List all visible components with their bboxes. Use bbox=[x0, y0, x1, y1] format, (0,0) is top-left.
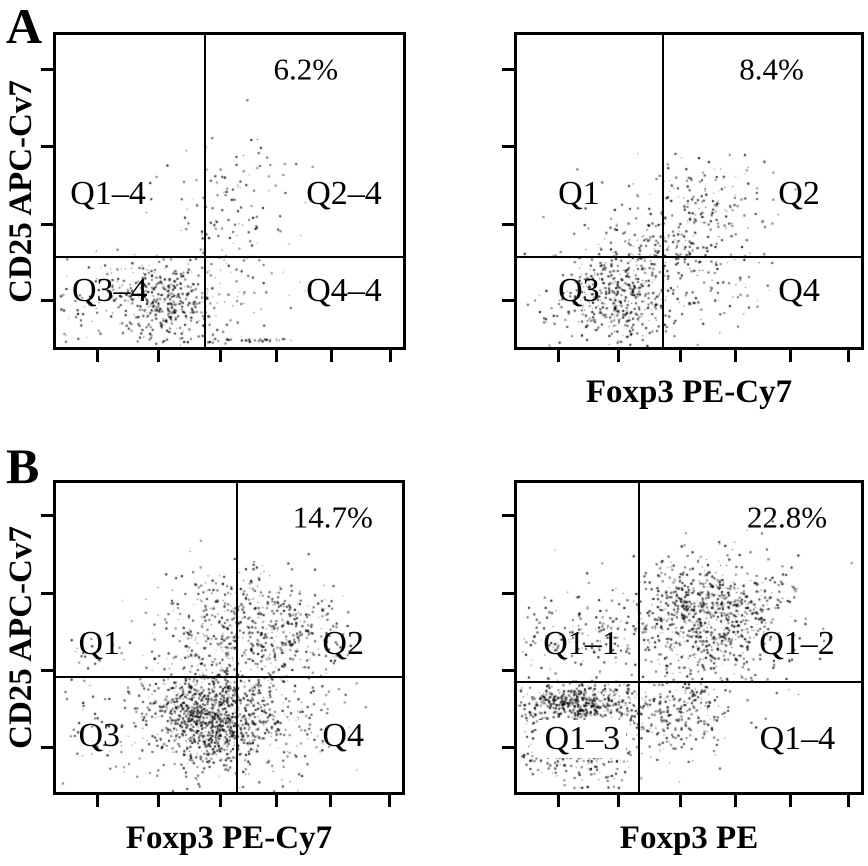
x-axis-tick bbox=[556, 350, 560, 362]
x-axis-tick bbox=[847, 350, 851, 362]
quadrant-divider-horizontal bbox=[517, 255, 861, 258]
x-axis-tick bbox=[218, 795, 222, 807]
y-axis-tick bbox=[502, 591, 514, 595]
quadrant-divider-horizontal bbox=[56, 676, 402, 679]
x-axis-tick bbox=[275, 350, 279, 362]
y-axis-tick bbox=[41, 514, 53, 518]
y-axis-tick bbox=[41, 144, 53, 148]
y-axis-tick bbox=[502, 68, 514, 72]
x-axis-tick bbox=[96, 350, 100, 362]
x-axis-tick bbox=[219, 350, 223, 362]
quadrant-label-top-right: Q1–2 bbox=[759, 624, 835, 662]
x-axis-tick bbox=[330, 350, 334, 362]
quadrant-divider-vertical bbox=[661, 35, 664, 347]
quadrant-divider-vertical bbox=[637, 483, 640, 792]
quadrant-label-bottom-right: Q1–4 bbox=[759, 720, 836, 758]
x-axis-label: Foxp3 PE-Cy7 bbox=[585, 374, 793, 410]
percent-label: 8.4% bbox=[739, 51, 804, 87]
x-axis-tick bbox=[788, 350, 792, 362]
x-axis-tick bbox=[847, 795, 851, 807]
quadrant-label-top-left: Q1–4 bbox=[70, 175, 146, 213]
percent-label: 6.2% bbox=[273, 51, 339, 87]
quadrant-label-top-right: Q2–4 bbox=[306, 175, 382, 213]
quadrant-label-bottom-left: Q3 bbox=[558, 271, 600, 309]
x-axis-tick bbox=[617, 350, 621, 362]
y-axis-tick bbox=[502, 144, 514, 148]
section-letter-b: B bbox=[6, 438, 40, 494]
scatter-panel-b-right: Q1–1 Q1–2 Q1–3 Q1–4 22.8% bbox=[502, 480, 864, 807]
y-axis-tick bbox=[502, 222, 514, 226]
x-axis-label: Foxp3 PE-Cy7 bbox=[125, 820, 333, 856]
x-axis-tick bbox=[678, 795, 682, 807]
y-axis-tick bbox=[41, 299, 53, 303]
percent-label: 22.8% bbox=[746, 499, 828, 535]
quadrant-label-top-left: Q1 bbox=[78, 624, 121, 662]
scatter-points-canvas bbox=[517, 35, 861, 347]
y-axis-tick bbox=[502, 299, 514, 303]
x-axis-tick bbox=[96, 795, 100, 807]
quadrant-label-bottom-right: Q4 bbox=[322, 717, 364, 755]
quadrant-divider-horizontal bbox=[56, 255, 403, 258]
scatter-panel-a-right: Q1 Q2 Q3 Q4 8.4% bbox=[502, 32, 864, 362]
scatter-points-canvas bbox=[56, 483, 402, 792]
scatter-panel-b-left: Q1 Q2 Q3 Q4 14.7% bbox=[41, 480, 405, 807]
y-axis-label: CD25 APC-Cv7 bbox=[2, 526, 39, 749]
y-axis-tick bbox=[502, 668, 514, 672]
quadrant-label-bottom-left: Q3 bbox=[78, 717, 121, 755]
quadrant-divider-vertical bbox=[235, 483, 238, 792]
x-axis-tick bbox=[678, 350, 682, 362]
scatter-points-canvas bbox=[56, 35, 403, 347]
x-axis-tick bbox=[389, 350, 393, 362]
y-axis-tick bbox=[41, 68, 53, 72]
y-axis-tick bbox=[41, 746, 53, 750]
x-axis-tick bbox=[157, 795, 161, 807]
quadrant-divider-vertical bbox=[203, 35, 206, 347]
x-axis-tick bbox=[556, 795, 560, 807]
quadrant-label-bottom-right: Q4 bbox=[778, 271, 820, 309]
x-axis-tick bbox=[788, 795, 792, 807]
x-axis-tick bbox=[388, 795, 392, 807]
quadrant-label-bottom-left: Q3–4 bbox=[72, 271, 148, 309]
quadrant-label-top-right: Q2 bbox=[778, 175, 820, 213]
quadrant-label-bottom-left: Q1–3 bbox=[538, 720, 627, 759]
y-axis-label: CD25 APC-Cv7 bbox=[2, 79, 39, 303]
y-axis-tick bbox=[41, 222, 53, 226]
section-letter-a: A bbox=[6, 0, 43, 54]
x-axis-tick bbox=[734, 350, 738, 362]
x-axis-tick bbox=[157, 350, 161, 362]
y-axis-tick bbox=[41, 668, 53, 672]
quadrant-label-bottom-right: Q4–4 bbox=[306, 271, 382, 309]
x-axis-tick bbox=[734, 795, 738, 807]
x-axis-tick bbox=[329, 795, 333, 807]
y-axis-tick bbox=[502, 746, 514, 750]
quadrant-label-top-left: Q1 bbox=[558, 175, 600, 213]
x-axis-label: Foxp3 PE bbox=[619, 820, 759, 856]
quadrant-label-top-left: Q1–1 bbox=[543, 624, 619, 662]
y-axis-label-wrap: CD25 APC-Cv7 bbox=[0, 32, 42, 350]
x-axis-tick bbox=[274, 795, 278, 807]
scatter-panel-a-left: Q1–4 Q2–4 Q3–4 Q4–4 6.2% bbox=[41, 32, 406, 362]
quadrant-label-top-right: Q2 bbox=[322, 624, 364, 662]
quadrant-divider-horizontal bbox=[517, 681, 861, 684]
y-axis-tick bbox=[502, 514, 514, 518]
x-axis-tick bbox=[617, 795, 621, 807]
percent-label: 14.7% bbox=[292, 499, 373, 535]
y-axis-tick bbox=[41, 591, 53, 595]
y-axis-label-wrap: CD25 APC-Cv7 bbox=[0, 480, 42, 795]
